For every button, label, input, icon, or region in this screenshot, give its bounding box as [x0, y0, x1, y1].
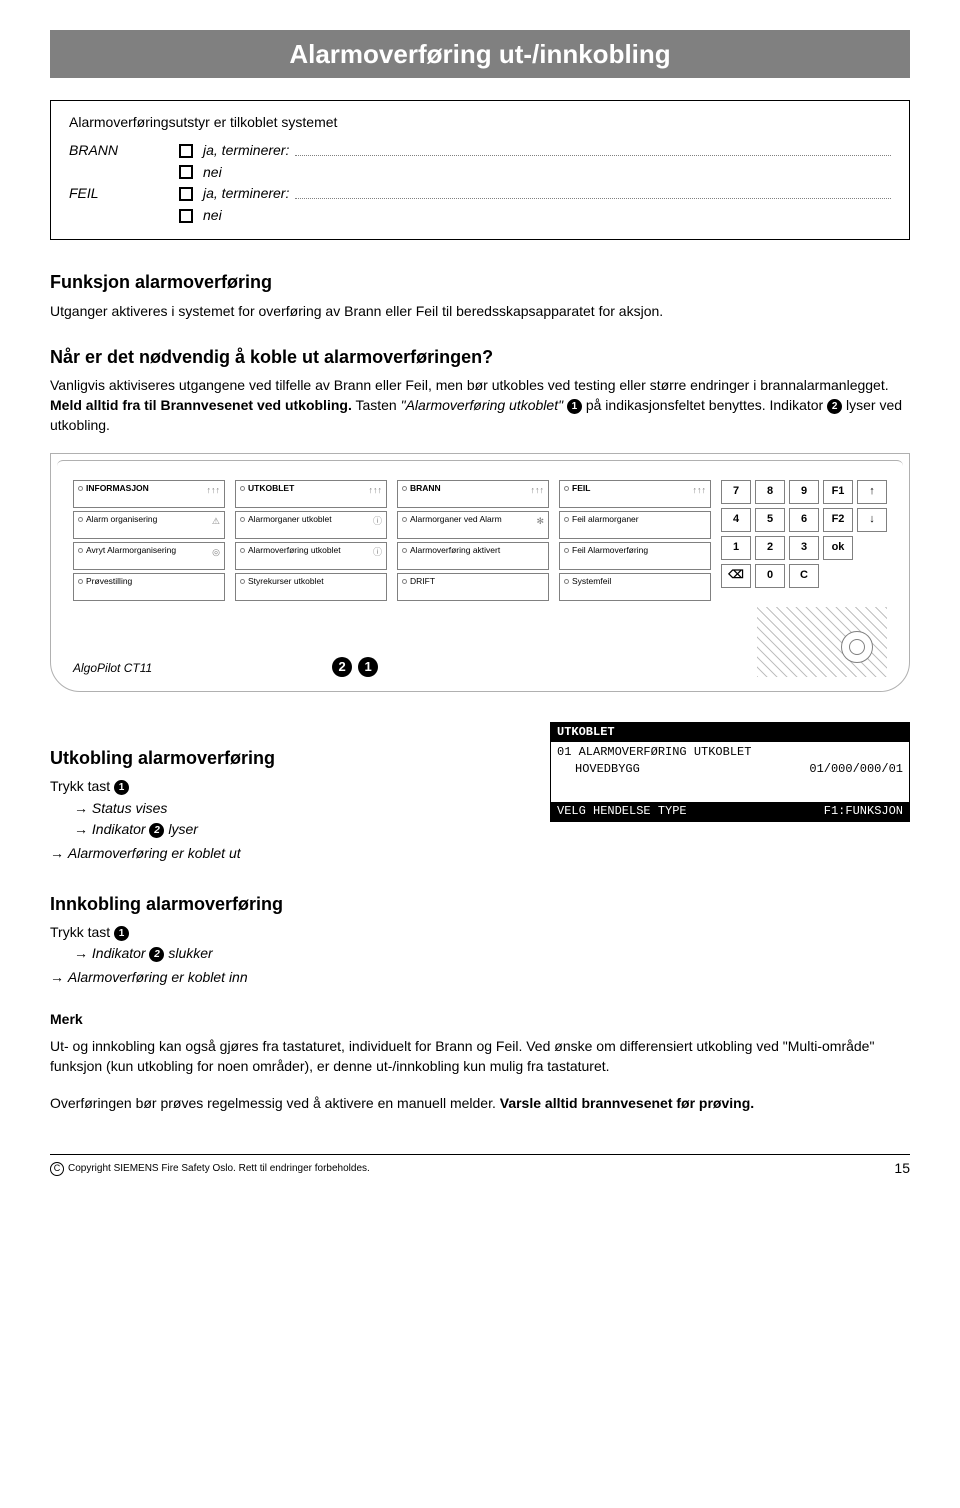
panel-cell: Styrekurser utkoblet	[235, 573, 387, 601]
ref-number-icon: 2	[149, 947, 164, 962]
option-text: ja, terminerer:	[203, 141, 289, 161]
panel-cell: Alarmorganer utkobletⓘ	[235, 511, 387, 539]
result-line: Status vises	[74, 799, 510, 819]
result-line: Indikator 2 lyser	[74, 820, 510, 840]
screen-line: HOVEDBYGG	[557, 761, 809, 778]
keypad-key[interactable]: 2	[755, 536, 785, 560]
fill-line	[295, 146, 891, 156]
option-text: nei	[203, 206, 222, 226]
keypad-key[interactable]: ⌫	[721, 564, 751, 588]
instruction-line: Trykk tast 1	[50, 777, 510, 797]
checkbox[interactable]	[179, 209, 193, 223]
screen-header: UTKOBLET	[551, 723, 909, 742]
copyright-text: Copyright SIEMENS Fire Safety Oslo. Rett…	[68, 1162, 370, 1176]
checkbox[interactable]	[179, 165, 193, 179]
ref-number-icon: 1	[114, 926, 129, 941]
result-line: Alarmoverføring er koblet inn	[50, 968, 910, 988]
keypad-key[interactable]: ok	[823, 536, 853, 560]
ref-number-icon: 1	[567, 399, 582, 414]
checkbox[interactable]	[179, 144, 193, 158]
section-heading: Innkobling alarmoverføring	[50, 892, 910, 917]
note-heading: Merk	[50, 1010, 910, 1030]
option-text: nei	[203, 163, 222, 183]
checkbox[interactable]	[179, 187, 193, 201]
section-heading: Utkobling alarmoverføring	[50, 746, 510, 771]
hatched-area	[757, 607, 887, 677]
panel-column: FEIL↑↑↑ Feil alarmorganer Feil Alarmover…	[559, 480, 711, 601]
panel-column: INFORMASJON↑↑↑ Alarm organisering⚠ Avryt…	[73, 480, 225, 601]
option-text: ja, terminerer:	[203, 184, 289, 204]
keypad-key[interactable]: 5	[755, 508, 785, 532]
keypad-key[interactable]: 3	[789, 536, 819, 560]
panel-cell: Systemfeil	[559, 573, 711, 601]
callout-icon: 2	[332, 657, 352, 677]
device-panel: INFORMASJON↑↑↑ Alarm organisering⚠ Avryt…	[50, 453, 910, 692]
keypad-key[interactable]: ↓	[857, 508, 887, 532]
paragraph: Overføringen bør prøves regelmessig ved …	[50, 1094, 910, 1114]
section-heading: Funksjon alarmoverføring	[50, 270, 910, 295]
keypad-key[interactable]: F1	[823, 480, 853, 504]
page-footer: C Copyright SIEMENS Fire Safety Oslo. Re…	[50, 1154, 910, 1179]
keypad-key[interactable]: C	[789, 564, 819, 588]
panel-cell: Alarmoverføring aktivert	[397, 542, 549, 570]
panel-cell: Feil alarmorganer	[559, 511, 711, 539]
page-title: Alarmoverføring ut-/innkobling	[50, 30, 910, 78]
panel-cell: UTKOBLET↑↑↑	[235, 480, 387, 508]
screen-line: 01/000/000/01	[809, 761, 903, 778]
panel-cell: Alarm organisering⚠	[73, 511, 225, 539]
key-lock-icon	[841, 631, 873, 663]
keypad-key[interactable]: ↑	[857, 480, 887, 504]
keypad-key[interactable]: F2	[823, 508, 853, 532]
keypad-key[interactable]: 6	[789, 508, 819, 532]
row-label: BRANN	[69, 141, 179, 161]
panel-cell: Avryt Alarmorganisering◎	[73, 542, 225, 570]
box-heading: Alarmoverføringsutstyr er tilkoblet syst…	[69, 113, 891, 133]
keypad-key[interactable]: 8	[755, 480, 785, 504]
callout-icon: 1	[358, 657, 378, 677]
paragraph: Vanligvis aktiviseres utgangene ved tilf…	[50, 376, 910, 435]
ref-number-icon: 1	[114, 780, 129, 795]
screen-footer: F1:FUNKSJON	[824, 803, 903, 820]
fill-line	[295, 189, 891, 199]
device-label: AlgoPilot CT11	[73, 660, 152, 677]
paragraph: Utganger aktiveres i systemet for overfø…	[50, 302, 910, 322]
row-label: FEIL	[69, 184, 179, 204]
ref-number-icon: 2	[149, 823, 164, 838]
panel-cell: Prøvestilling	[73, 573, 225, 601]
panel-cell: BRANN↑↑↑	[397, 480, 549, 508]
page-number: 15	[894, 1159, 910, 1179]
panel-cell: Alarmorganer ved Alarm✻	[397, 511, 549, 539]
panel-column: BRANN↑↑↑ Alarmorganer ved Alarm✻ Alarmov…	[397, 480, 549, 601]
screen-line: 01 ALARMOVERFØRING UTKOBLET	[557, 744, 903, 761]
keypad-key[interactable]: 9	[789, 480, 819, 504]
result-line: Indikator 2 slukker	[74, 944, 910, 964]
section-heading: Når er det nødvendig å koble ut alarmove…	[50, 345, 910, 370]
keypad-key[interactable]: 1	[721, 536, 751, 560]
paragraph: Ut- og innkobling kan også gjøres fra ta…	[50, 1037, 910, 1076]
panel-column: UTKOBLET↑↑↑ Alarmorganer utkobletⓘ Alarm…	[235, 480, 387, 601]
instruction-line: Trykk tast 1	[50, 923, 910, 943]
equipment-box: Alarmoverføringsutstyr er tilkoblet syst…	[50, 100, 910, 240]
keypad: 7 8 9 F1 ↑ 4 5 6 F2 ↓ 1 2 3 ok ⌫ 0 C	[721, 480, 887, 588]
result-line: Alarmoverføring er koblet ut	[50, 844, 510, 864]
panel-cell: FEIL↑↑↑	[559, 480, 711, 508]
panel-cell: Feil Alarmoverføring	[559, 542, 711, 570]
panel-cell: Alarmoverføring utkobletⓘ	[235, 542, 387, 570]
panel-cell: DRIFT	[397, 573, 549, 601]
screen-footer: VELG HENDELSE TYPE	[557, 803, 824, 820]
keypad-key[interactable]: 7	[721, 480, 751, 504]
keypad-key[interactable]: 4	[721, 508, 751, 532]
display-screen: UTKOBLET 01 ALARMOVERFØRING UTKOBLET HOV…	[550, 722, 910, 822]
copyright-icon: C	[50, 1162, 64, 1176]
ref-number-icon: 2	[827, 399, 842, 414]
keypad-key[interactable]: 0	[755, 564, 785, 588]
panel-cell: INFORMASJON↑↑↑	[73, 480, 225, 508]
